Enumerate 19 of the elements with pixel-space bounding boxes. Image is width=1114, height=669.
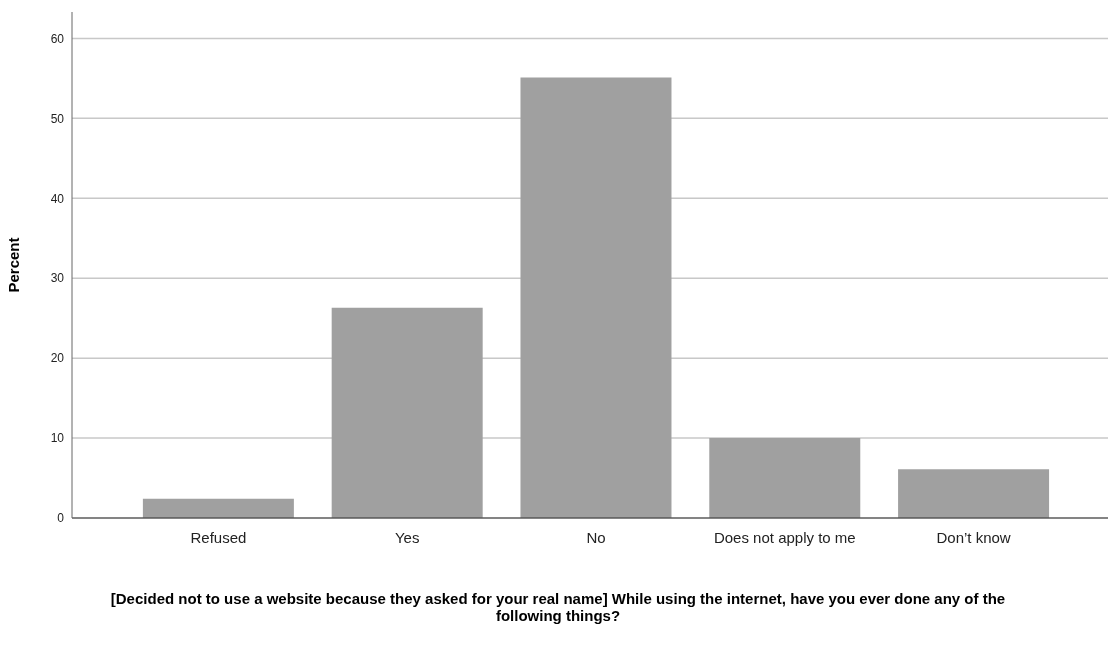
x-tick-label: Refused (190, 528, 247, 546)
x-tick-label: Don’t know (936, 528, 1011, 546)
y-tick-label: 60 (50, 31, 65, 46)
x-tick-label: No (586, 528, 606, 546)
bar (898, 469, 1050, 518)
y-tick-label: 30 (50, 271, 65, 286)
bar (142, 498, 294, 518)
y-tick-label: 0 (57, 511, 65, 526)
y-tick-label: 40 (50, 191, 65, 206)
bar (331, 307, 483, 518)
y-tick-label: 20 (50, 351, 65, 366)
x-tick-label: Yes (394, 528, 420, 546)
x-tick-label: Does not apply to me (713, 528, 856, 546)
bar (709, 438, 861, 518)
x-axis-title: [Decided not to use a website because they asked for your real name] While using the internet, have you ever done any of the following things? (109, 590, 1007, 624)
bar (520, 77, 672, 518)
y-tick-label: 50 (50, 111, 65, 126)
y-tick-label: 10 (50, 431, 65, 446)
y-axis-title: Percent (5, 237, 23, 293)
